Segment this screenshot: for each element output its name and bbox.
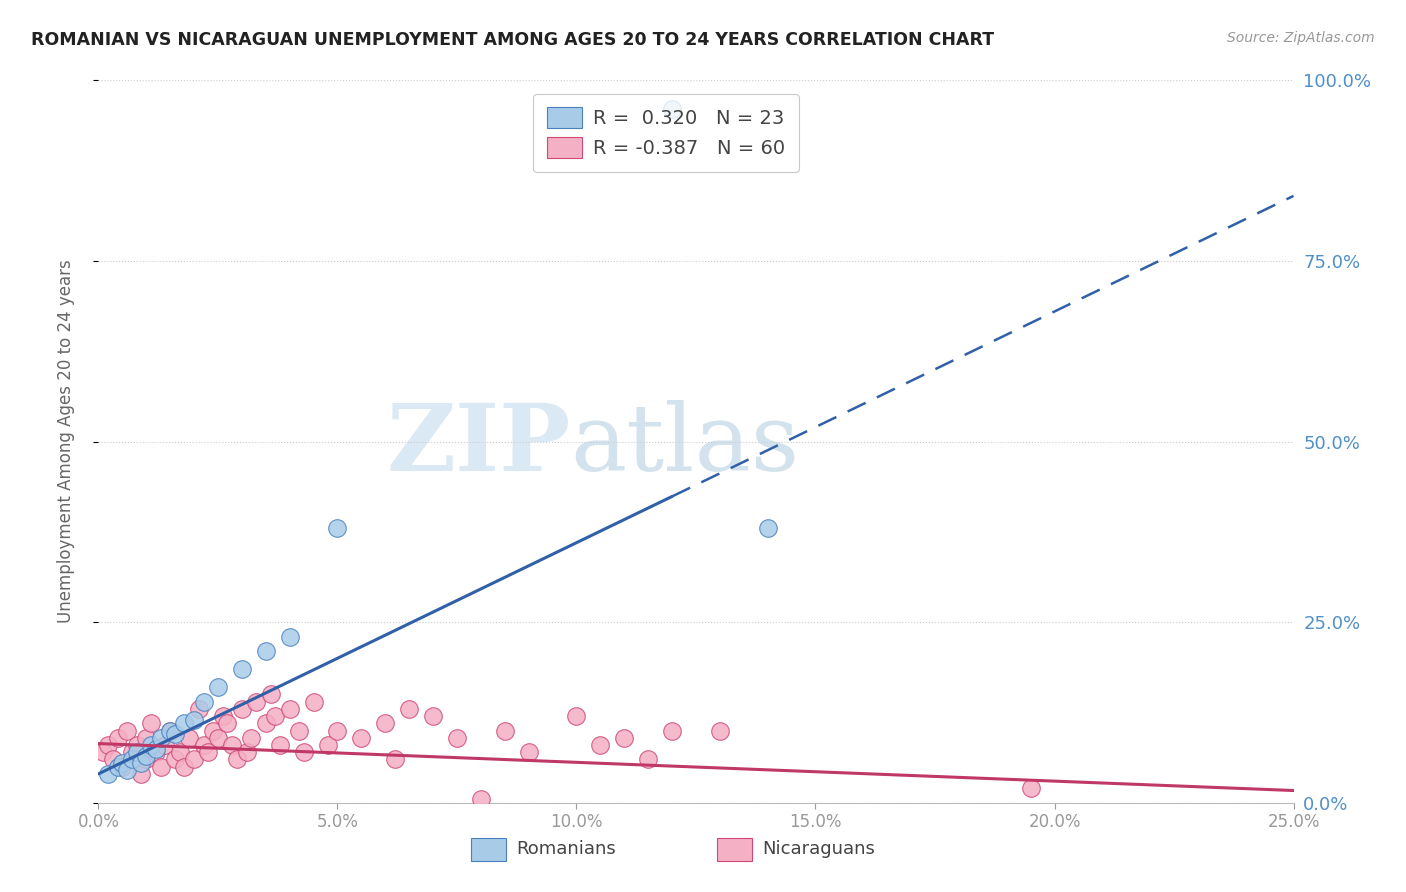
Point (155, 738, 177, 752)
Point (159, 723, 181, 738)
Point (163, 727, 186, 741)
Point (135, 752, 157, 766)
Point (302, 695, 325, 709)
Point (240, 731, 263, 745)
Point (517, 745, 540, 759)
Point (254, 716, 277, 731)
Point (115, 723, 138, 738)
Point (131, 767, 153, 781)
Point (145, 745, 167, 759)
Point (173, 760, 195, 774)
Point (135, 748, 157, 763)
Point (125, 745, 148, 759)
Point (97, 767, 120, 781)
Point (565, 709, 588, 723)
Point (316, 738, 339, 752)
Point (235, 745, 257, 759)
Y-axis label: Unemployment Among Ages 20 to 24 years: Unemployment Among Ages 20 to 24 years (56, 260, 75, 624)
Point (259, 687, 281, 701)
Point (494, 723, 516, 738)
Point (145, 741, 167, 756)
Point (231, 702, 253, 716)
Point (231, 662, 253, 676)
Point (245, 695, 267, 709)
Point (709, 723, 731, 738)
Point (197, 745, 219, 759)
Point (613, 731, 636, 745)
Point (269, 738, 291, 752)
Point (207, 731, 229, 745)
Point (661, 723, 683, 738)
Point (422, 709, 444, 723)
Point (1019, 781, 1042, 796)
Point (139, 716, 162, 731)
Point (193, 738, 215, 752)
Point (374, 716, 396, 731)
Point (278, 630, 301, 644)
Point (91, 745, 114, 759)
Point (589, 738, 612, 752)
Text: atlas: atlas (571, 401, 800, 490)
Point (149, 731, 172, 745)
Text: Nicaraguans: Nicaraguans (762, 840, 875, 858)
Text: ZIP: ZIP (387, 401, 571, 490)
Point (173, 716, 195, 731)
Point (637, 752, 659, 766)
Point (179, 731, 201, 745)
Point (121, 752, 143, 766)
Point (111, 756, 134, 770)
Point (111, 760, 134, 774)
Point (159, 723, 181, 738)
Point (470, 792, 492, 806)
Point (121, 745, 143, 759)
Point (211, 709, 233, 723)
Text: ROMANIAN VS NICARAGUAN UNEMPLOYMENT AMONG AGES 20 TO 24 YEARS CORRELATION CHART: ROMANIAN VS NICARAGUAN UNEMPLOYMENT AMON… (31, 31, 994, 49)
Point (202, 723, 225, 738)
Point (183, 752, 205, 766)
Point (149, 760, 172, 774)
Point (292, 745, 315, 759)
Point (169, 745, 191, 759)
Point (254, 644, 277, 658)
Point (446, 731, 468, 745)
Text: Romanians: Romanians (516, 840, 616, 858)
Point (226, 752, 249, 766)
Point (217, 716, 239, 731)
Point (115, 764, 138, 778)
Point (135, 731, 157, 745)
Point (183, 713, 205, 727)
Text: Source: ZipAtlas.com: Source: ZipAtlas.com (1227, 31, 1375, 45)
Point (384, 752, 406, 766)
Point (163, 752, 186, 766)
Point (288, 723, 311, 738)
Point (125, 738, 148, 752)
Point (278, 702, 301, 716)
Point (131, 756, 153, 770)
Point (326, 723, 349, 738)
Point (661, 102, 683, 116)
Point (756, 521, 779, 535)
Point (350, 731, 373, 745)
Point (107, 731, 129, 745)
Point (101, 752, 124, 766)
Point (139, 738, 162, 752)
Point (207, 680, 229, 694)
Point (187, 702, 209, 716)
Point (326, 521, 349, 535)
Point (264, 709, 287, 723)
Point (107, 760, 129, 774)
Point (97, 738, 120, 752)
Point (398, 702, 420, 716)
Point (221, 738, 243, 752)
Legend: R =  0.320   N = 23, R = -0.387   N = 60: R = 0.320 N = 23, R = -0.387 N = 60 (533, 94, 799, 172)
Point (193, 695, 215, 709)
